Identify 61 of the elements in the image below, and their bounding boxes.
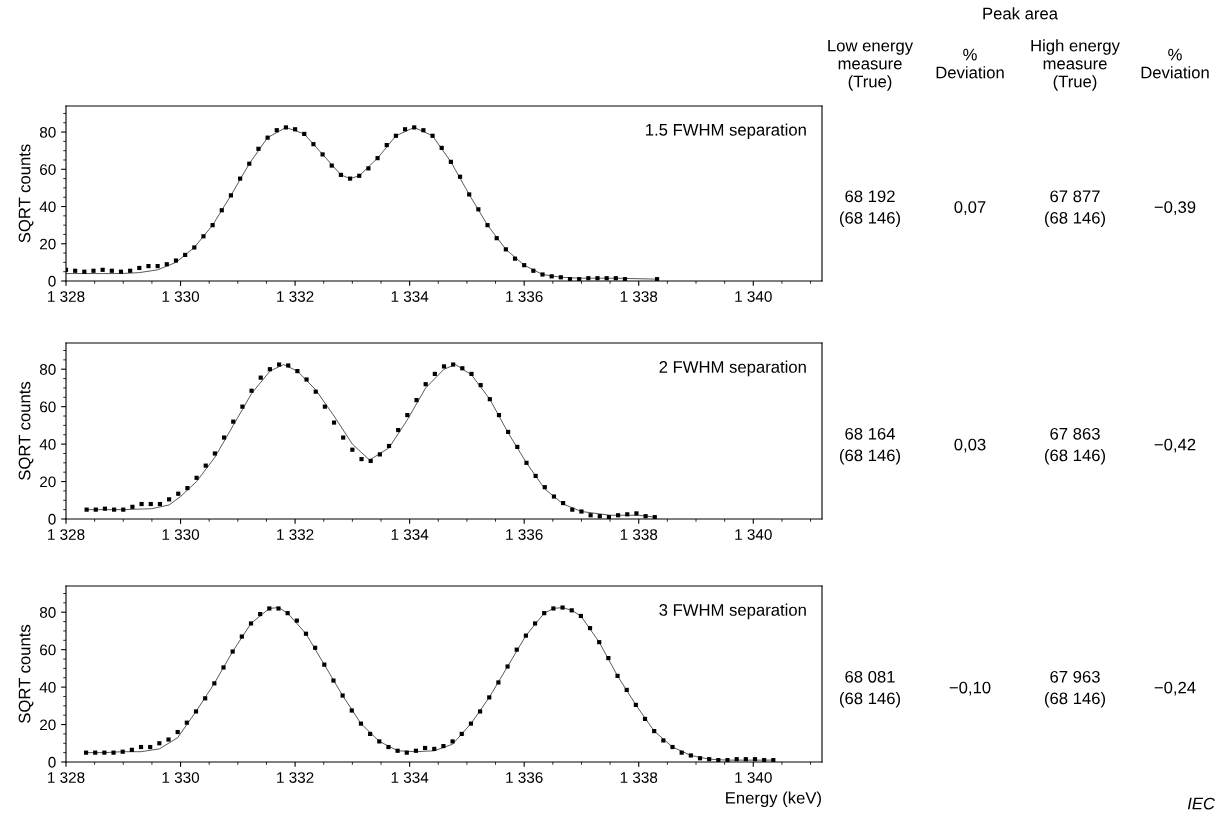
text: % Deviation	[1141, 48, 1209, 79]
text: Low energy measure (True)	[828, 39, 914, 91]
x-tick-label: 1 332	[277, 291, 314, 302]
x-tick-label: 1 340	[735, 772, 772, 783]
text: 0,07	[954, 201, 986, 215]
x-tick-label: 1 328	[48, 772, 85, 783]
text: −0,10	[949, 681, 991, 696]
x-tick-label: 1 338	[620, 291, 658, 302]
y-axis-title: SQRT counts	[18, 624, 34, 723]
x-tick-label: 1 330	[162, 529, 200, 540]
y-tick-label: 40	[39, 201, 56, 213]
text: 68 192 (68 146)	[840, 190, 901, 228]
x-tick-label: 1 340	[735, 291, 772, 302]
text: 67 863 (68 146)	[1045, 427, 1106, 465]
x-tick-label: 1 336	[506, 772, 543, 783]
text: Peak area	[983, 7, 1058, 20]
text: 68 164 (68 146)	[840, 427, 901, 465]
y-tick-label: 60	[40, 401, 56, 413]
text: % Deviation	[936, 48, 1004, 79]
x-axis-title: Energy (keV)	[726, 791, 821, 808]
x-tick-label: 1 330	[162, 291, 200, 302]
text: −0,39	[1154, 201, 1196, 215]
y-tick-label: 60	[40, 164, 56, 175]
text: −0,24	[1154, 681, 1196, 696]
annotation: 1.5 FWHM separation	[646, 123, 806, 140]
text: 68 081 (68 146)	[840, 670, 901, 708]
x-tick-label: 1 332	[277, 529, 314, 540]
x-tick-label: 1 328	[48, 529, 85, 540]
x-tick-label: 1 340	[735, 529, 772, 540]
annotation: 2 FWHM separation	[659, 360, 806, 377]
x-tick-label: 1 338	[620, 772, 658, 783]
y-tick-label: 80	[39, 607, 56, 618]
x-tick-label: 1 330	[162, 772, 200, 783]
y-axis-title: SQRT counts	[18, 381, 34, 480]
y-tick-label: 0	[48, 756, 56, 768]
annotation: 3 FWHM separation	[659, 603, 806, 620]
x-tick-label: 1 328	[48, 291, 85, 302]
text: IEC	[1187, 797, 1216, 810]
x-tick-label: 1 334	[391, 529, 429, 540]
y-tick-label: 40	[39, 438, 56, 450]
text: 67 877 (68 146)	[1045, 190, 1106, 228]
y-tick-label: 0	[48, 275, 56, 287]
y-tick-label: 80	[39, 364, 56, 375]
x-tick-label: 1 334	[391, 772, 429, 783]
x-tick-label: 1 338	[620, 529, 658, 540]
y-tick-label: 60	[40, 644, 56, 656]
text: 0,03	[954, 438, 986, 453]
y-tick-label: 40	[39, 681, 56, 693]
y-axis-title: SQRT counts	[18, 144, 34, 243]
text: −0,42	[1154, 438, 1196, 453]
y-tick-label: 20	[40, 476, 56, 488]
x-tick-label: 1 334	[391, 291, 429, 302]
y-tick-label: 20	[40, 238, 56, 250]
x-tick-label: 1 336	[506, 291, 543, 302]
y-tick-label: 80	[39, 126, 56, 138]
text: 67 963 (68 146)	[1045, 670, 1106, 708]
x-tick-label: 1 332	[277, 772, 314, 783]
text: High energy measure (True)	[1031, 39, 1120, 91]
y-tick-label: 20	[40, 719, 56, 731]
x-tick-label: 1 336	[506, 529, 543, 540]
y-tick-label: 0	[48, 513, 56, 525]
